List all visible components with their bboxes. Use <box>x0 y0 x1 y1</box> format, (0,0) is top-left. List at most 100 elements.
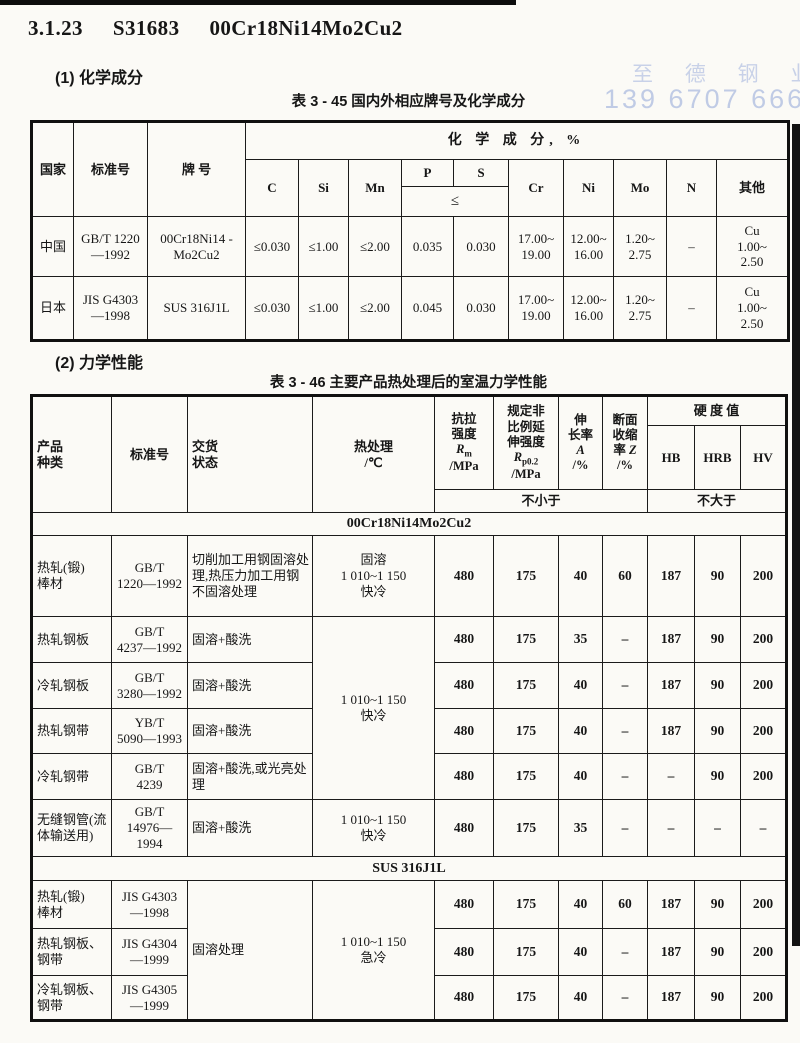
col-header-proof-strength: 规定非 比例延 伸强度 Rp0.2 /MPa <box>493 395 559 490</box>
col-header-grade: 牌 号 <box>147 121 246 217</box>
cell-cr: 17.00~ 19.00 <box>508 216 564 277</box>
col-header-country: 国家 <box>31 121 74 217</box>
cell-heat-treatment: 固溶 1 010~1 150 快冷 <box>312 535 435 617</box>
table-row: 热轧(锻) 棒材 JIS G4303 —1998 固溶处理 1 010~1 15… <box>31 880 787 1021</box>
cell-grade: SUS 316J1L <box>147 276 246 341</box>
cell-hrb: 90 <box>694 880 741 929</box>
le-symbol: ≤ <box>401 186 509 217</box>
col-header-hv: HV <box>740 425 787 490</box>
cell-z: – <box>602 753 648 800</box>
cell-product: 无缝钢管(流体输送用) <box>31 799 112 857</box>
cell-mn: ≤2.00 <box>348 216 402 277</box>
cell-hb: 187 <box>647 616 695 663</box>
cell-hrb: – <box>694 799 741 857</box>
cell-delivery-merged: 固溶处理 <box>187 880 313 1021</box>
col-header-p: P <box>401 159 454 187</box>
col-header-s: S <box>453 159 509 187</box>
cell-a: 40 <box>558 880 603 929</box>
table-row: 冷轧钢板、 钢带 JIS G4305 —1999 480 175 40 – 18… <box>31 975 787 1021</box>
cell-z: – <box>602 708 648 754</box>
cell-other: Cu 1.00~ 2.50 <box>715 216 790 277</box>
cell-standard: GB/T 4237—1992 <box>111 616 188 663</box>
cell-standard: GB/T 1220 —1992 <box>73 216 148 277</box>
z-pre: 断面 收缩 率 <box>612 412 638 458</box>
cell-z: – <box>602 975 648 1021</box>
table-3-46-mechanical-properties: 产品 种类 标准号 交货 状态 热处理 /℃ 抗拉 强度 Rm /MPa 规定非… <box>30 394 788 1022</box>
cell-a: 35 <box>558 616 603 663</box>
cell-hv: – <box>740 799 787 857</box>
watermark-line2: 139 6707 6667 <box>604 84 800 114</box>
table-row: 热轧(锻) 棒材 GB/T 1220—1992 切削加工用钢固溶处理,热压力加工… <box>31 535 787 617</box>
rm-symbol: R <box>456 442 465 457</box>
section-number: 3.1.23 <box>28 16 83 40</box>
scan-edge-right <box>792 124 800 946</box>
cell-rm: 480 <box>434 753 494 800</box>
heading-mechanical-properties: (2) 力学性能 <box>55 355 144 372</box>
cell-s: 0.030 <box>453 276 509 341</box>
col-header-hb: HB <box>647 425 695 490</box>
col-header-si: Si <box>298 159 349 217</box>
rp-symbol: R <box>513 450 523 464</box>
rp-unit: /MPa <box>511 466 541 481</box>
cell-a: 35 <box>558 799 603 857</box>
cell-product: 热轧钢板、 钢带 <box>31 928 112 976</box>
cell-product: 冷轧钢板 <box>31 662 112 709</box>
cell-delivery: 固溶+酸洗 <box>187 708 313 754</box>
cell-hv: 200 <box>740 535 787 617</box>
col-header-delivery: 交货 状态 <box>187 395 313 513</box>
cell-hv: 200 <box>740 708 787 754</box>
a-unit: /% <box>572 458 589 473</box>
cell-a: 40 <box>558 535 603 617</box>
cell-country: 日本 <box>31 276 74 341</box>
cell-mn: ≤2.00 <box>348 276 402 341</box>
cell-hv: 200 <box>740 662 787 709</box>
cell-standard: JIS G4303 —1998 <box>73 276 148 341</box>
table-3-46-caption: 表 3 - 46 主要产品热处理后的室温力学性能 <box>269 375 548 391</box>
cell-p: 0.035 <box>401 216 454 277</box>
cell-delivery: 固溶+酸洗 <box>187 799 313 857</box>
cell-rp02: 175 <box>493 535 559 617</box>
cell-hb: 187 <box>647 928 695 976</box>
col-header-cr: Cr <box>508 159 564 217</box>
cell-hrb: 90 <box>694 662 741 709</box>
table-row-china: 中国 GB/T 1220 —1992 00Cr18Ni14 - Mo2Cu2 ≤… <box>31 216 790 277</box>
cell-hb: – <box>647 799 695 857</box>
cell-hb: 187 <box>647 880 695 929</box>
cell-product: 热轧(锻) 棒材 <box>31 880 112 929</box>
cell-n: – <box>666 216 717 277</box>
col-header-heat-treatment: 热处理 /℃ <box>312 395 435 513</box>
cell-rp02: 175 <box>493 799 559 857</box>
cell-product: 冷轧钢板、 钢带 <box>31 975 112 1021</box>
limit-not-greater-than: 不大于 <box>647 489 787 513</box>
cell-product: 热轧钢带 <box>31 708 112 754</box>
cell-z: – <box>602 799 648 857</box>
cell-hrb: 90 <box>694 616 741 663</box>
cell-heat-treatment-merged: 1 010~1 150 快冷 <box>312 616 435 800</box>
table-row: 热轧钢板、 钢带 JIS G4304 —1999 480 175 40 – 18… <box>31 928 787 976</box>
cell-delivery: 固溶+酸洗 <box>187 616 313 663</box>
cell-delivery: 切削加工用钢固溶处理,热压力加工用钢不固溶处理 <box>187 535 313 617</box>
cell-si: ≤1.00 <box>298 216 349 277</box>
cell-rm: 480 <box>434 662 494 709</box>
cell-rm: 480 <box>434 928 494 976</box>
table-row: 热轧钢板 GB/T 4237—1992 固溶+酸洗 1 010~1 150 快冷… <box>31 616 787 800</box>
cell-rp02: 175 <box>493 708 559 754</box>
table-3-45-caption: 表 3 - 45 国内外相应牌号及化学成分 <box>291 94 526 110</box>
rm-pre: 抗拉 强度 <box>451 411 477 442</box>
table-row-japan: 日本 JIS G4303 —1998 SUS 316J1L ≤0.030 ≤1.… <box>31 276 790 341</box>
table-row: 无缝钢管(流体输送用) GB/T 14976—1994 固溶+酸洗 1 010~… <box>31 799 787 857</box>
cell-c: ≤0.030 <box>245 276 299 341</box>
col-header-tensile-strength: 抗拉 强度 Rm /MPa <box>434 395 494 490</box>
cell-z: 60 <box>602 535 648 617</box>
uns-number: S31683 <box>112 16 180 40</box>
col-header-reduction-of-area: 断面 收缩 率 Z /% <box>602 395 648 490</box>
cell-mo: 1.20~ 2.75 <box>613 276 667 341</box>
cell-standard: GB/T 1220—1992 <box>111 535 188 617</box>
limit-not-less-than: 不小于 <box>434 489 648 513</box>
cell-standard: GB/T 14976—1994 <box>111 799 188 857</box>
a-pre: 伸 长率 <box>567 412 593 442</box>
cell-rm: 480 <box>434 975 494 1021</box>
cell-hv: 200 <box>740 928 787 976</box>
cell-hb: 187 <box>647 708 695 754</box>
cell-c: ≤0.030 <box>245 216 299 277</box>
